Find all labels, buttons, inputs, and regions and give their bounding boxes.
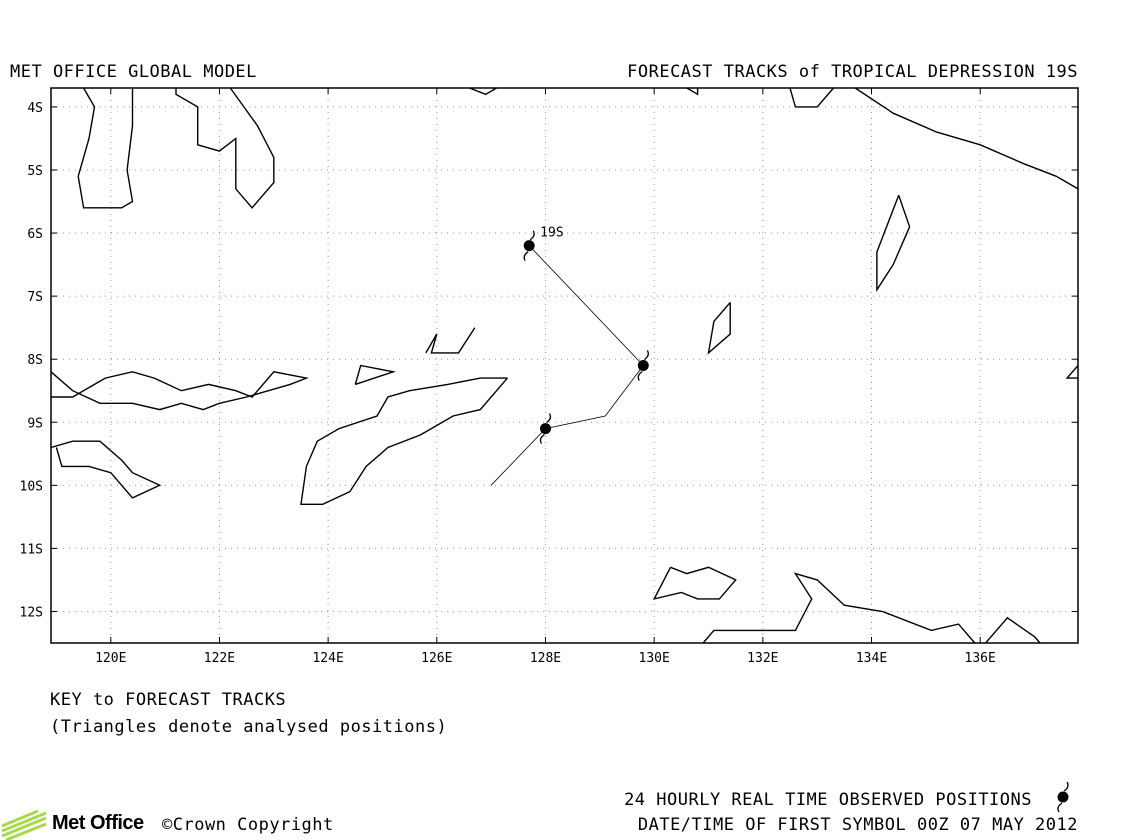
lon-tick-label: 134E	[856, 651, 887, 666]
lon-tick-label: 120E	[95, 651, 126, 666]
lat-tick-label: 10S	[20, 479, 43, 494]
latitude-labels: 4S 5S 6S 7S 8S 9S 10S 11S 12S	[20, 101, 43, 621]
lon-tick-label: 126E	[421, 651, 452, 666]
cyclone-core	[539, 423, 551, 435]
lat-tick-label: 5S	[27, 164, 43, 179]
coastline	[702, 572, 976, 644]
coastline	[175, 87, 275, 209]
map-grid	[51, 88, 1078, 643]
cyclone-arm	[546, 413, 552, 424]
cyclone-icon	[1057, 781, 1069, 813]
first-symbol-datetime: DATE/TIME OF FIRST SYMBOL 00Z 07 MAY 201…	[637, 815, 1078, 835]
cyclone-core	[523, 240, 535, 252]
lon-tick-label: 130E	[639, 651, 670, 666]
storm-label: 19S	[540, 226, 563, 241]
coastlines	[50, 87, 1079, 644]
lon-tick-label: 128E	[530, 651, 561, 666]
lat-tick-label: 12S	[20, 605, 43, 620]
model-label: MET OFFICE GLOBAL MODEL	[10, 62, 257, 82]
copyright-notice: ©Crown Copyright	[162, 815, 334, 835]
coastline	[789, 87, 835, 108]
coastline	[686, 87, 699, 96]
observed-positions-label: 24 HOURLY REAL TIME OBSERVED POSITIONS	[624, 790, 1032, 810]
map-frame	[50, 87, 1079, 644]
storm-track	[490, 230, 649, 486]
coastline	[854, 87, 1079, 190]
coastline	[1065, 365, 1079, 379]
lat-tick-label: 4S	[27, 101, 43, 116]
observed-position-marker	[523, 230, 535, 262]
cyclone-core	[637, 360, 649, 371]
coastline	[354, 364, 397, 386]
lon-tick-label: 136E	[965, 651, 996, 666]
lat-tick-label: 7S	[27, 290, 43, 305]
lon-tick-label: 132E	[747, 651, 778, 666]
cyclone-arm	[1063, 781, 1069, 792]
lon-tick-label: 124E	[312, 651, 343, 666]
coastline	[707, 301, 731, 355]
lon-tick-label: 122E	[204, 651, 235, 666]
lat-tick-label: 11S	[20, 542, 43, 557]
key-title: KEY to FORECAST TRACKS	[50, 690, 287, 710]
met-office-logo-text: Met Office	[52, 812, 144, 834]
coastline	[300, 377, 508, 505]
coastline	[985, 616, 1041, 644]
met-office-logo-icon	[1, 810, 47, 840]
key-note: (Triangles denote analysed positions)	[50, 717, 448, 737]
coastline	[77, 87, 134, 209]
coastline	[50, 371, 309, 411]
coastline	[425, 327, 476, 354]
cyclone-arm	[539, 434, 545, 444]
coastline	[876, 194, 911, 293]
coastline	[652, 566, 737, 600]
longitude-labels: 120E 122E 124E 126E 128E 130E 132E 134E 136E	[95, 651, 996, 666]
observed-position-marker	[637, 350, 649, 381]
legend-cyclone-marker	[1057, 781, 1069, 813]
chart-title: FORECAST TRACKS of TROPICAL DEPRESSION 1…	[627, 62, 1078, 82]
lat-tick-label: 9S	[27, 416, 43, 431]
cyclone-arm	[523, 251, 529, 262]
cyclone-arm	[529, 230, 535, 241]
coastline	[50, 440, 162, 499]
lat-tick-label: 6S	[27, 227, 43, 242]
cyclone-core	[1057, 791, 1069, 803]
observed-position-marker	[539, 413, 552, 444]
coastline	[469, 87, 497, 96]
lat-tick-label: 8S	[27, 353, 43, 368]
cyclone-arm	[643, 350, 649, 361]
cyclone-arm	[1057, 802, 1063, 813]
track-line	[490, 245, 644, 486]
cyclone-arm	[637, 370, 643, 381]
